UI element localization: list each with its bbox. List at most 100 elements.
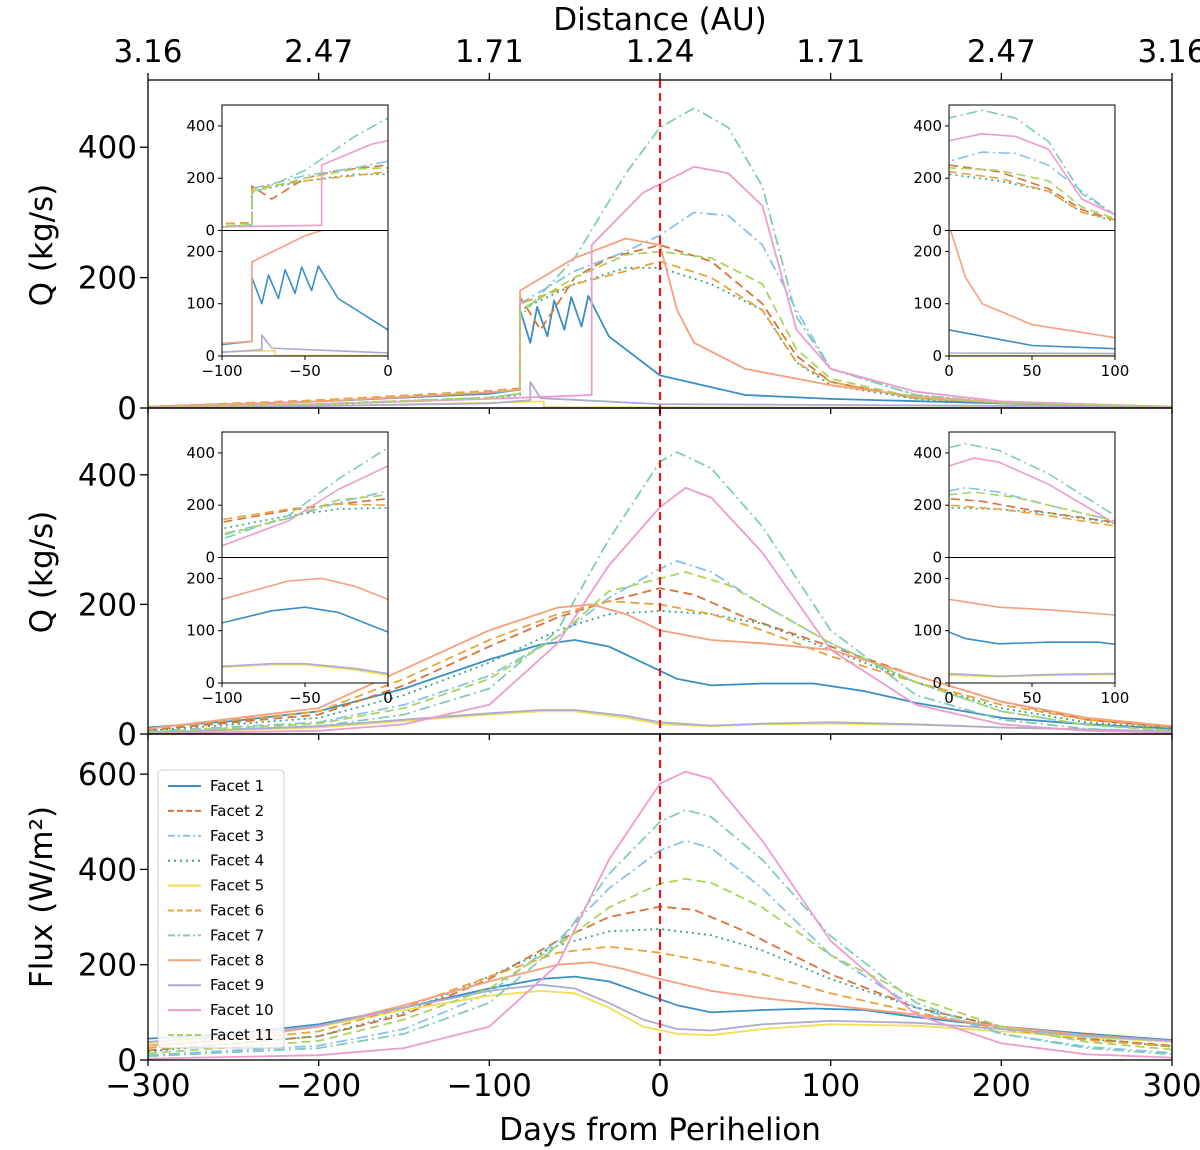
- series-line-facet-6: [148, 260, 1172, 408]
- inset-y-tick-label: 400: [186, 117, 215, 135]
- y-tick-label-bottom: 400: [78, 852, 137, 888]
- series-line-facet-6: [222, 170, 388, 225]
- series-line-facet-10: [222, 139, 388, 228]
- legend-label-facet-2: Facet 2: [210, 802, 264, 820]
- inset-y-tick-label: 200: [913, 169, 942, 187]
- inset-middle-upper-right: 0 200 400 0 100 200 0 50 100: [913, 431, 1130, 707]
- y-tick-label-top: 0: [117, 391, 137, 427]
- series-line-facet-9: [222, 662, 388, 675]
- top-axis-tick-label: 1.24: [625, 34, 694, 70]
- inset-y-tick-label: 100: [913, 622, 942, 640]
- inset-x-tick-label: 0: [383, 362, 393, 380]
- y-tick-label-middle: 400: [78, 458, 137, 494]
- inset-y-tick-label: 0: [932, 549, 942, 567]
- inset-x-tick-label: 100: [1101, 689, 1130, 707]
- legend-label-facet-3: Facet 3: [210, 827, 264, 845]
- series-line-facet-4: [222, 173, 388, 228]
- inset-y-tick-label: 0: [205, 347, 215, 365]
- legend-label-facet-10: Facet 10: [210, 1001, 274, 1019]
- top-axis-tick-label: 2.47: [284, 34, 353, 70]
- top-axis-tick-label: 1.71: [796, 34, 865, 70]
- series-line-facet-11: [222, 167, 388, 228]
- inset-top-upper-right: 0 200 400 0 100 200 0 50 100: [913, 104, 1130, 380]
- y-tick-label-bottom: 200: [78, 948, 137, 984]
- legend-label-facet-5: Facet 5: [210, 877, 264, 895]
- series-line-facet-2: [148, 587, 1172, 731]
- inset-x-tick-label: 100: [1101, 362, 1130, 380]
- inset-x-tick-label: 0: [383, 689, 393, 707]
- inset-upper-series: [222, 117, 388, 228]
- y-tick-label-bottom: 0: [117, 1043, 137, 1079]
- x-tick-label: 0: [650, 1068, 670, 1104]
- top-axis-tick-label: 2.47: [967, 34, 1036, 70]
- inset-y-tick-label: 200: [186, 496, 215, 514]
- series-line-facet-3: [148, 560, 1172, 733]
- series-line-facet-10: [148, 486, 1172, 734]
- series-line-facet-3: [222, 489, 388, 535]
- x-tick-label: −100: [447, 1068, 532, 1104]
- series-line-facet-6: [148, 600, 1172, 730]
- inset-x-tick-label: 0: [944, 362, 954, 380]
- inset-y-tick-label: 400: [913, 444, 942, 462]
- inset-x-tick-label: 0: [944, 689, 954, 707]
- inset-y-tick-label: 0: [205, 549, 215, 567]
- series-line-facet-2: [148, 905, 1172, 1052]
- inset-x-tick-label: −50: [289, 362, 321, 380]
- series-line-facet-4: [222, 506, 388, 530]
- inset-x-tick-label: −100: [201, 362, 242, 380]
- series-line-facet-10: [148, 165, 1172, 408]
- inset-y-tick-label: 200: [186, 569, 215, 587]
- y-axis-label-bottom: Flux (W/m²): [24, 806, 60, 988]
- legend-label-facet-1: Facet 1: [210, 777, 264, 795]
- series-line-facet-8: [148, 237, 1172, 408]
- inset-x-tick-label: −50: [289, 689, 321, 707]
- series-line-facet-4: [148, 266, 1172, 408]
- inset-upper-series: [949, 109, 1115, 223]
- y-axis-label-top: Q (kg/s): [24, 184, 60, 307]
- series-line-facet-8: [222, 230, 325, 345]
- series-line-facet-9: [148, 380, 1172, 408]
- inset-y-tick-label: 0: [932, 347, 942, 365]
- series-line-facet-10: [949, 457, 1115, 525]
- y-tick-label-middle: 0: [117, 717, 137, 753]
- series-line-facet-7: [949, 442, 1115, 517]
- inset-lower-series: [949, 230, 1115, 356]
- series-line-facet-2: [222, 164, 388, 225]
- inset-x-tick-label: 50: [1022, 689, 1041, 707]
- inset-y-tick-label: 0: [205, 222, 215, 240]
- inset-top-upper-left: 0 200 400 0 100 200 −100 −50 0: [186, 104, 393, 380]
- legend-frame: [157, 769, 285, 1049]
- series-line-facet-11: [222, 493, 388, 537]
- series-line-facet-5: [222, 349, 388, 356]
- legend-label-facet-11: Facet 11: [210, 1026, 274, 1044]
- panel-bottom-series: [148, 770, 1172, 1060]
- y-tick-label-bottom: 600: [78, 757, 137, 793]
- y-tick-label-top: 200: [78, 261, 137, 297]
- inset-y-tick-label: 400: [913, 117, 942, 135]
- series-line-facet-6: [222, 503, 388, 521]
- inset-y-tick-label: 200: [913, 242, 942, 260]
- x-tick-label: 100: [801, 1068, 860, 1104]
- inset-y-tick-label: 0: [932, 674, 942, 692]
- series-line-facet-9: [222, 334, 388, 354]
- series-line-facet-7: [148, 451, 1172, 733]
- x-tick-label: 200: [972, 1068, 1031, 1104]
- series-line-facet-1: [949, 328, 1115, 350]
- legend-label-facet-6: Facet 6: [210, 902, 264, 920]
- x-tick-label: −300: [105, 1068, 190, 1104]
- legend: Facet 1 Facet 2 Facet 3 Facet 4 Facet 5 Facet…: [157, 769, 285, 1049]
- series-line-facet-2: [222, 497, 388, 524]
- series-line-facet-6: [148, 945, 1172, 1049]
- y-tick-label-top: 400: [78, 130, 137, 166]
- series-line-facet-10: [148, 770, 1172, 1060]
- series-line-facet-11: [148, 878, 1172, 1055]
- top-axis-label: Distance (AU): [553, 2, 767, 38]
- series-line-facet-11: [148, 571, 1172, 733]
- legend-label-facet-9: Facet 9: [210, 976, 264, 994]
- top-axis-tick-label: 3.16: [113, 34, 182, 70]
- inset-y-tick-label: 200: [913, 569, 942, 587]
- inset-y-tick-label: 400: [186, 444, 215, 462]
- series-line-facet-2: [949, 497, 1115, 524]
- legend-label-facet-4: Facet 4: [210, 852, 264, 870]
